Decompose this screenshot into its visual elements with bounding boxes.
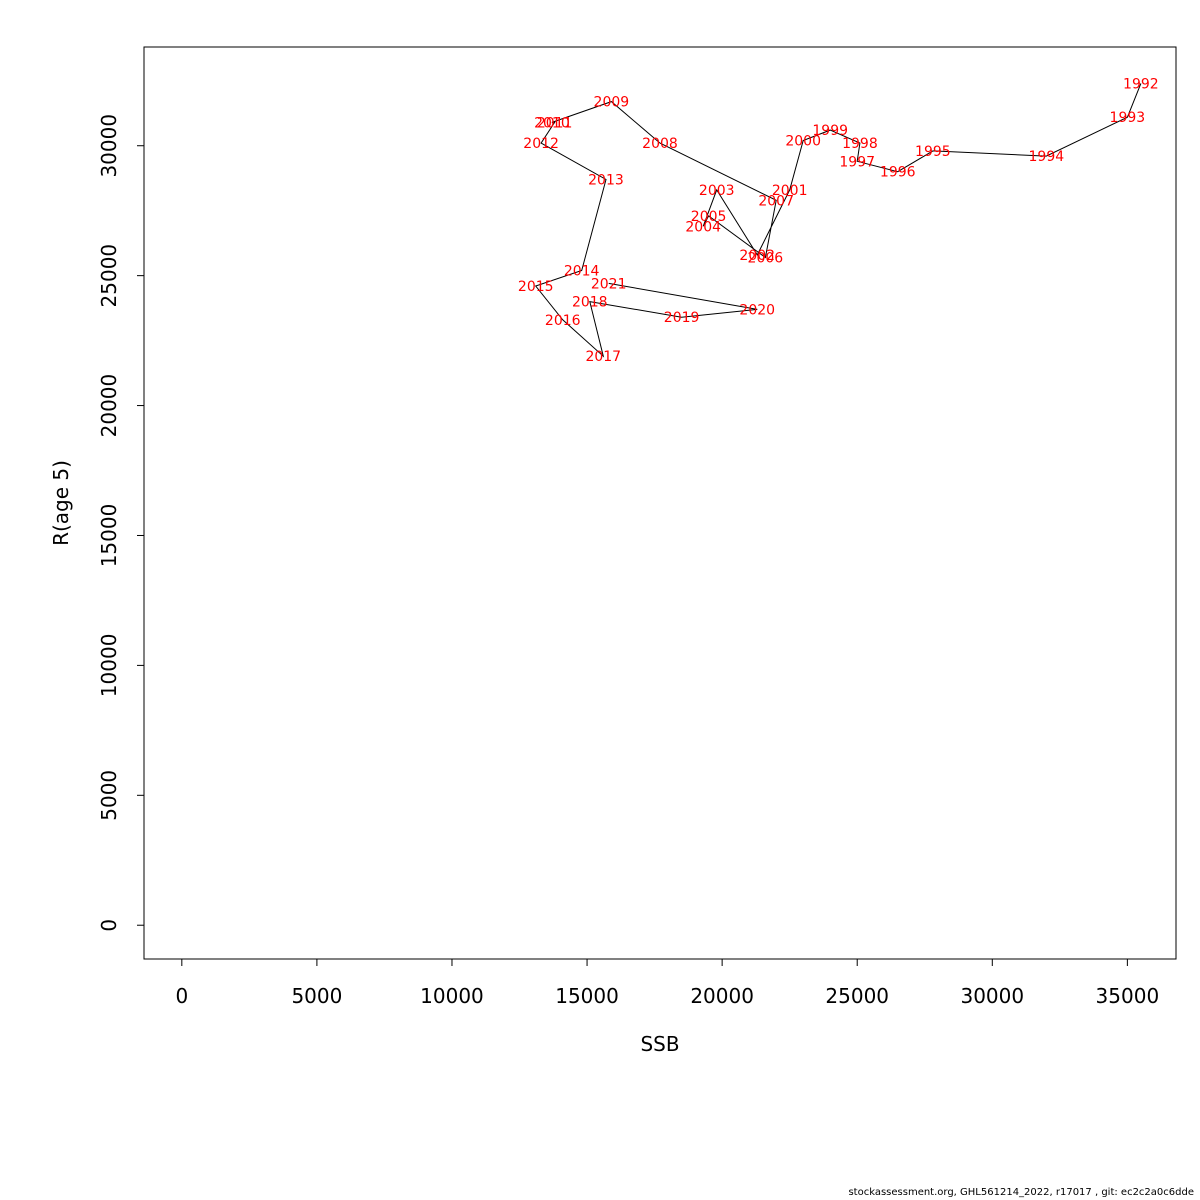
year-label: 1995 xyxy=(915,144,951,160)
year-label: 2001 xyxy=(772,183,808,199)
year-label: 2014 xyxy=(564,263,600,279)
year-label: 2016 xyxy=(545,313,581,329)
year-label: 1994 xyxy=(1029,149,1065,165)
year-label: 1997 xyxy=(839,154,875,170)
year-label: 2010 xyxy=(534,115,570,131)
x-tick-label: 15000 xyxy=(555,984,619,1008)
year-label: 1998 xyxy=(842,136,878,152)
year-label: 2019 xyxy=(664,310,700,326)
x-tick-label: 30000 xyxy=(960,984,1024,1008)
y-tick-label: 5000 xyxy=(97,770,121,821)
year-label: 1996 xyxy=(880,165,916,181)
y-axis-title: R(age 5) xyxy=(49,460,73,546)
year-label: 2021 xyxy=(591,276,627,292)
x-tick-label: 0 xyxy=(175,984,188,1008)
x-axis: 0 5000 10000 15000 20000 25000 30000 35000 xyxy=(175,958,1160,1008)
x-tick-label: 5000 xyxy=(291,984,342,1008)
year-label: 2007 xyxy=(758,193,794,209)
year-label: 2005 xyxy=(691,209,727,225)
year-label: 1993 xyxy=(1110,110,1146,126)
year-label: 2012 xyxy=(523,136,559,152)
y-tick-label: 20000 xyxy=(97,374,121,438)
x-tick-label: 10000 xyxy=(420,984,484,1008)
year-label: 2009 xyxy=(594,95,630,111)
year-label: 2015 xyxy=(518,279,554,295)
y-tick-label: 0 xyxy=(97,919,121,932)
x-tick-label: 25000 xyxy=(825,984,889,1008)
x-tick-label: 35000 xyxy=(1096,984,1160,1008)
year-label: 2000 xyxy=(785,134,821,150)
y-tick-label: 30000 xyxy=(97,114,121,178)
year-label: 1999 xyxy=(812,123,848,139)
trajectory-line xyxy=(534,83,1142,358)
y-axis: 0 5000 10000 15000 20000 25000 30000 xyxy=(97,114,145,932)
y-tick-label: 10000 xyxy=(97,634,121,698)
y-tick-label: 15000 xyxy=(97,504,121,568)
x-axis-title: SSB xyxy=(640,1032,679,1056)
year-label: 1992 xyxy=(1123,76,1159,92)
x-tick-label: 20000 xyxy=(690,984,754,1008)
year-label: 2008 xyxy=(642,136,678,152)
footer-credit: stockassessment.org, GHL561214_2022, r17… xyxy=(848,1187,1194,1198)
year-label: 2013 xyxy=(588,173,624,189)
y-tick-label: 25000 xyxy=(97,244,121,308)
year-label: 2011 xyxy=(537,115,573,131)
year-label: 2018 xyxy=(572,295,608,311)
year-label: 2017 xyxy=(585,349,621,365)
year-label: 2003 xyxy=(699,183,735,199)
year-label: 2020 xyxy=(739,302,775,318)
year-label: 2004 xyxy=(685,219,721,235)
year-label: 2006 xyxy=(748,250,784,266)
plot-frame xyxy=(143,46,1177,960)
year-label: 2002 xyxy=(739,248,775,264)
